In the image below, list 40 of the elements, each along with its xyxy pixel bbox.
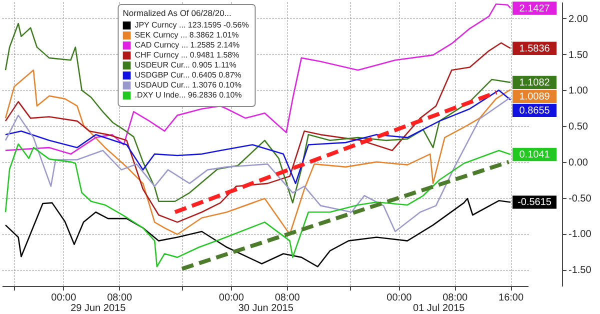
- x-tick-label: 08:00: [442, 292, 468, 304]
- data-label: 2.1427: [519, 3, 550, 14]
- data-label: 1.5836: [519, 43, 550, 54]
- text: 29 Jun 2015: [70, 303, 126, 314]
- y-tick-label: 2.00: [568, 14, 588, 25]
- y-tick-label: -0.50: [568, 193, 592, 204]
- line-series: [4, 22, 512, 204]
- x-tick-label: 08:00: [107, 292, 133, 304]
- legend-title: Normalized As Of 06/28/20...: [122, 8, 232, 18]
- x-tick-label: 00:00: [218, 292, 244, 304]
- text: 30 Jun 2015: [238, 303, 294, 314]
- y-tick-label: -1.00: [568, 229, 592, 240]
- line-series: [4, 198, 512, 268]
- line-series: [4, 90, 512, 184]
- text: 01 Jul 2015: [413, 303, 466, 314]
- data-label: -0.5615: [518, 197, 552, 208]
- legend-label: SEK Curncy ... 8.3862 1.01%: [134, 30, 239, 40]
- data-label: 1.0089: [519, 91, 550, 102]
- y-tick-label: -1.50: [568, 265, 592, 276]
- legend-label: USDEUR Cur... 0.905 1.11%: [134, 60, 236, 70]
- x-tick-label: 08:00: [274, 292, 300, 304]
- line-series: [4, 143, 512, 268]
- line-series: [4, 96, 512, 232]
- legend-label: CHF Curncy ... 0.9481 1.58%: [134, 50, 240, 60]
- x-tick-label: 16:00: [498, 292, 524, 304]
- x-tick-label: 00:00: [51, 292, 77, 304]
- x-tick-label: 00:00: [386, 292, 412, 304]
- legend-label: CAD Curncy ... 1.2585 2.14%: [134, 40, 240, 50]
- y-tick-label: 1.00: [568, 86, 588, 97]
- y-tick-label: 0.00: [568, 157, 588, 168]
- data-label: 0.8655: [519, 105, 550, 116]
- legend-label: JPY Curncy ... 123.1595 -0.56%: [134, 20, 249, 30]
- y-tick-label: 0.50: [568, 122, 588, 133]
- data-label: 0.1041: [519, 149, 550, 160]
- y-tick-label: 1.50: [568, 50, 588, 61]
- legend-label: .DXY U Inde... 96.2836 0.10%: [134, 90, 242, 100]
- legend-label: USDGBP Cur... 0.6405 0.87%: [134, 70, 242, 80]
- data-label: 1.1082: [519, 77, 550, 88]
- legend-label: USDAUD Cur... 1.3076 0.10%: [134, 80, 242, 90]
- line-series: [4, 69, 512, 236]
